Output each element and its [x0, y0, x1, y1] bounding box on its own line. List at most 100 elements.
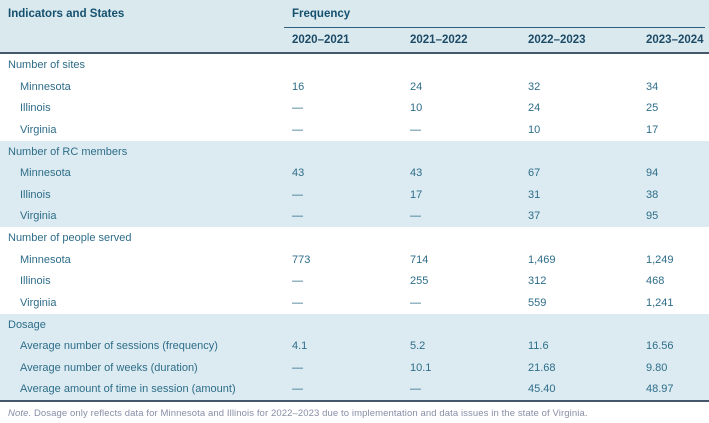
- cell-value: 10: [410, 102, 423, 115]
- section-title-row: Number of sites: [0, 54, 709, 76]
- header-divider-rule: [0, 52, 709, 54]
- section-number-of-rc-members: Number of RC members Minnesota 43 43 67 …: [0, 140, 709, 228]
- cell-value: 25: [646, 102, 659, 115]
- cell-value: —: [292, 188, 303, 201]
- cell-value: —: [410, 123, 421, 136]
- cell-value: 1,469: [528, 253, 556, 266]
- cell-value: 468: [646, 275, 665, 288]
- cell-value: 32: [528, 80, 541, 93]
- section-title-row: Number of RC members: [0, 141, 709, 163]
- cell-value: 31: [528, 188, 541, 201]
- row-label: Minnesota: [20, 167, 71, 180]
- note-prefix: Note.: [8, 408, 32, 419]
- cell-value: 312: [528, 275, 547, 288]
- table-row: Average amount of time in session (amoun…: [0, 379, 709, 401]
- cell-value: —: [292, 275, 303, 288]
- cell-value: —: [410, 210, 421, 223]
- cell-value: 11.6: [528, 340, 549, 353]
- cell-value: 1,241: [646, 296, 674, 309]
- spacer-cell: [0, 28, 284, 52]
- column-header-year-2023-2024: 2023–2024: [646, 34, 704, 46]
- row-label: Average number of sessions (frequency): [20, 340, 218, 353]
- row-label: Minnesota: [20, 253, 71, 266]
- cell-value: 9.80: [646, 361, 668, 374]
- section-title: Number of people served: [8, 232, 132, 244]
- column-header-indicators-and-states: Indicators and States: [8, 8, 125, 20]
- table-note: Note. Dosage only reflects data for Minn…: [0, 408, 709, 419]
- cell-value: 95: [646, 210, 659, 223]
- table-row: Virginia — — 37 95: [0, 206, 709, 228]
- table-row: Average number of sessions (frequency) 4…: [0, 336, 709, 358]
- cell-value: —: [292, 296, 303, 309]
- cell-value: —: [410, 383, 421, 396]
- row-label: Average amount of time in session (amoun…: [20, 383, 236, 396]
- cell-value: —: [292, 361, 303, 374]
- table-row: Virginia — — 559 1,241: [0, 292, 709, 314]
- cell-value: 1,249: [646, 253, 674, 266]
- section-title: Number of RC members: [8, 145, 128, 158]
- header-row-group: Indicators and States Frequency: [0, 0, 709, 28]
- cell-value: 45.40: [528, 383, 556, 396]
- cell-value: —: [410, 296, 421, 309]
- cell-value: 5.2: [410, 340, 426, 353]
- cell-value: 43: [410, 167, 423, 180]
- row-label: Virginia: [20, 210, 57, 223]
- cell-value: 16: [292, 80, 305, 93]
- cell-value: 34: [646, 80, 659, 93]
- column-header-year-2021-2022: 2021–2022: [410, 34, 468, 46]
- row-label: Illinois: [20, 102, 51, 115]
- cell-value: 17: [410, 188, 423, 201]
- section-dosage: Dosage Average number of sessions (frequ…: [0, 313, 709, 401]
- table-row: Minnesota 773 714 1,469 1,249: [0, 249, 709, 271]
- cell-value: 255: [410, 275, 429, 288]
- note-text: Dosage only reflects data for Minnesota …: [31, 408, 588, 419]
- cell-value: 38: [646, 188, 659, 201]
- cell-value: 67: [528, 167, 541, 180]
- cell-value: 48.97: [646, 383, 674, 396]
- table-row: Illinois — 255 312 468: [0, 271, 709, 293]
- section-number-of-sites: Number of sites Minnesota 16 24 32 34 Il…: [0, 54, 709, 141]
- cell-value: —: [292, 102, 303, 115]
- table-row: Illinois — 17 31 38: [0, 184, 709, 206]
- cell-value: 43: [292, 167, 305, 180]
- column-header-year-2022-2023: 2022–2023: [528, 34, 586, 46]
- table-row: Illinois — 10 24 25: [0, 98, 709, 120]
- cell-value: 559: [528, 296, 547, 309]
- table-row: Virginia — — 10 17: [0, 119, 709, 141]
- section-number-of-people-served: Number of people served Minnesota 773 71…: [0, 227, 709, 314]
- table-bottom-rule: [0, 400, 709, 402]
- table-row: Minnesota 43 43 67 94: [0, 163, 709, 185]
- table-row: Minnesota 16 24 32 34: [0, 76, 709, 98]
- column-header-year-2020-2021: 2020–2021: [292, 34, 350, 46]
- cell-value: 10.1: [410, 361, 432, 374]
- header-row-years: 2020–2021 2021–2022 2022–2023 2023–2024: [0, 28, 709, 52]
- cell-value: 21.68: [528, 361, 556, 374]
- cell-value: 24: [410, 80, 423, 93]
- cell-value: —: [292, 210, 303, 223]
- cell-value: 4.1: [292, 340, 308, 353]
- section-title-row: Dosage: [0, 314, 709, 336]
- row-label: Average number of weeks (duration): [20, 361, 198, 374]
- cell-value: 24: [528, 102, 541, 115]
- section-title: Number of sites: [8, 59, 86, 71]
- cell-value: —: [292, 123, 303, 136]
- row-label: Virginia: [20, 296, 57, 309]
- table-header: Indicators and States Frequency 2020–202…: [0, 0, 709, 52]
- cell-value: 714: [410, 253, 429, 266]
- cell-value: 10: [528, 123, 541, 136]
- row-label: Illinois: [20, 188, 51, 201]
- cell-value: 16.56: [646, 340, 674, 353]
- cell-value: 773: [292, 253, 311, 266]
- section-title: Dosage: [8, 318, 46, 331]
- cell-value: —: [292, 383, 303, 396]
- row-label: Illinois: [20, 275, 51, 288]
- row-label: Minnesota: [20, 80, 71, 93]
- cell-value: 17: [646, 123, 659, 136]
- table-row: Average number of weeks (duration) — 10.…: [0, 357, 709, 379]
- section-title-row: Number of people served: [0, 227, 709, 249]
- row-label: Virginia: [20, 123, 57, 136]
- column-group-header-frequency: Frequency: [284, 0, 705, 28]
- cell-value: 94: [646, 167, 659, 180]
- cell-value: 37: [528, 210, 541, 223]
